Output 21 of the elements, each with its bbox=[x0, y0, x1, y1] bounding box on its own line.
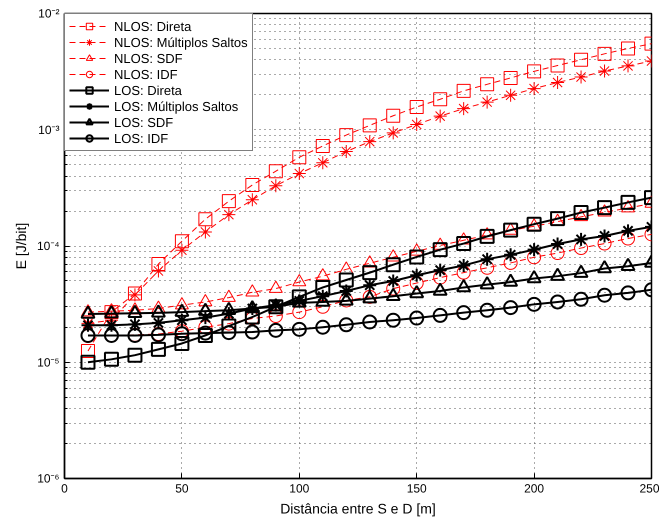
x-axis-title: Distância entre S e D [m] bbox=[280, 500, 436, 516]
legend-label: LOS: IDF bbox=[114, 130, 168, 146]
y-tick-label: 10⁻² bbox=[38, 6, 60, 20]
y-tick-label: 10⁻⁶ bbox=[37, 472, 60, 486]
legend-label: LOS: Direta bbox=[114, 82, 182, 98]
x-tick-label: 200 bbox=[524, 482, 544, 496]
legend-label: NLOS: Direta bbox=[114, 18, 192, 34]
legend-label: LOS: SDF bbox=[114, 114, 174, 130]
legend-label: NLOS: SDF bbox=[114, 50, 183, 66]
x-tick-label: 150 bbox=[406, 482, 428, 496]
y-axis-title: E [J/bit] bbox=[12, 222, 29, 270]
legend-label: LOS: Múltiplos Saltos bbox=[114, 98, 238, 114]
x-tick-label: 250 bbox=[639, 482, 659, 496]
y-tick-label: 10⁻³ bbox=[38, 122, 60, 137]
x-tick-label: 0 bbox=[61, 482, 68, 496]
legend-label: NLOS: IDF bbox=[114, 66, 178, 82]
y-tick-label: 10⁻⁴ bbox=[36, 239, 60, 253]
y-tick-label: 10⁻⁵ bbox=[37, 355, 60, 370]
x-tick-label: 50 bbox=[175, 482, 189, 496]
legend-label: NLOS: Múltiplos Saltos bbox=[114, 34, 248, 50]
x-tick-label: 100 bbox=[289, 482, 310, 496]
